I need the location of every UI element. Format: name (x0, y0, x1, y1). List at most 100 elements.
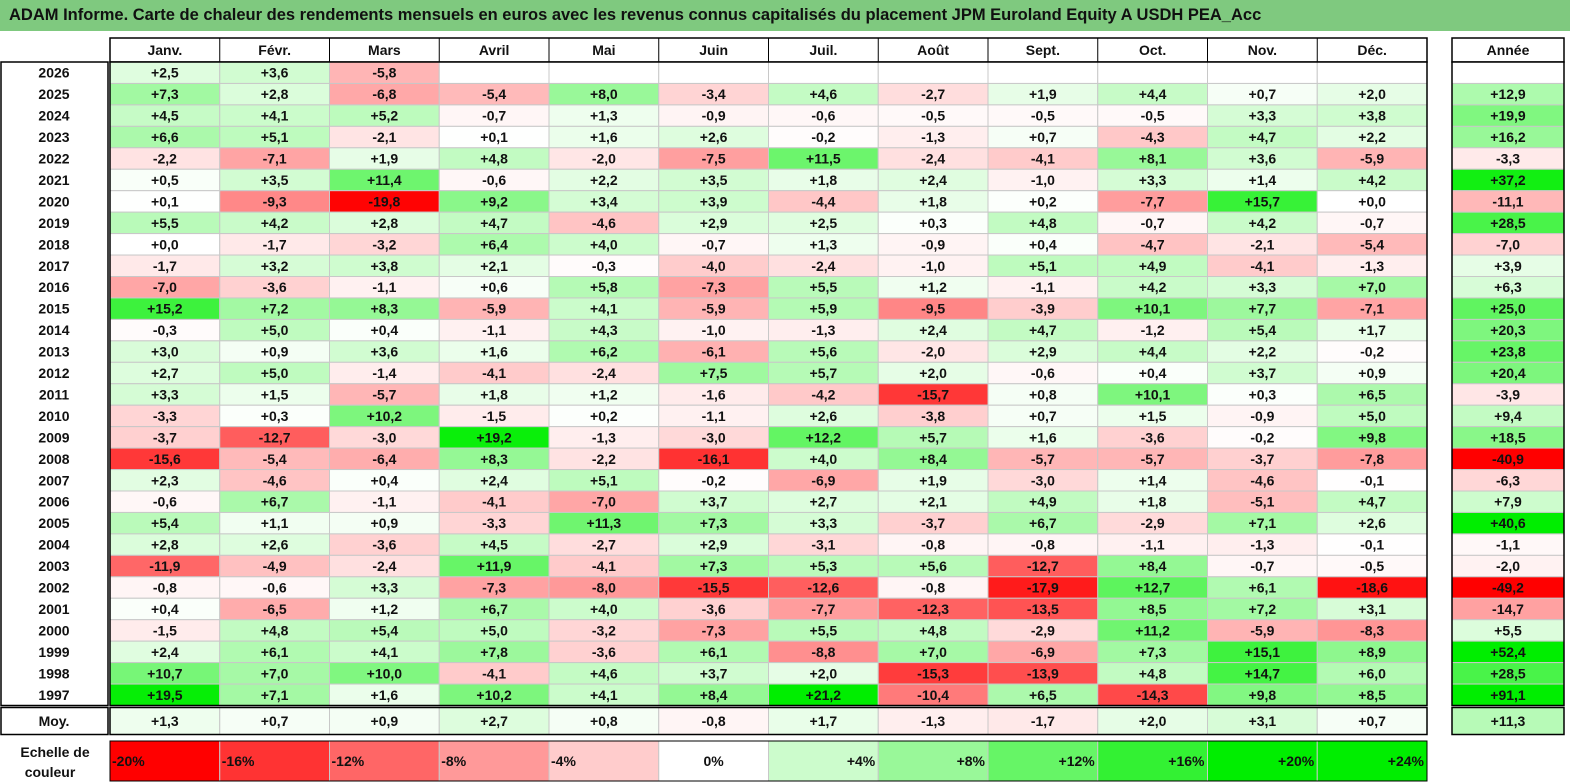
heat-cell-value: +5,5 (810, 622, 838, 638)
row-year-label: 1999 (38, 644, 69, 660)
average-cell-value: +0,8 (590, 713, 618, 729)
heat-cell-value: -0,6 (1031, 365, 1055, 381)
heat-cell-value: -13,9 (1027, 665, 1059, 681)
heat-cell-value: +7,3 (700, 558, 728, 574)
scale-label-line1: Echelle de (20, 744, 89, 760)
average-cell-value: -1,7 (1031, 713, 1055, 729)
heat-cell-value: +4,4 (1139, 344, 1167, 360)
heat-cell-value: -1,7 (263, 236, 287, 252)
heat-cell-value: +7,0 (1358, 279, 1386, 295)
row-year-label: 2013 (38, 344, 69, 360)
table-row: 2015 +15,2 +7,2 +8,3 -5,9 +4,1 -5,9 +5,9 -9,5 -3,… (38, 297, 1565, 320)
heat-cell-value: +3,3 (1139, 172, 1167, 188)
heat-cell-value: -0,5 (1031, 108, 1055, 124)
heat-cell-value: -1,1 (702, 408, 726, 424)
heat-cell-value: +2,4 (480, 472, 508, 488)
heat-cell-value: +2,7 (810, 494, 838, 510)
heat-cell-value: +4,9 (1139, 258, 1167, 274)
heat-cell-value: +14,7 (1245, 665, 1281, 681)
heat-cell-value: -3,6 (263, 279, 287, 295)
heat-cell-value: -3,6 (592, 644, 616, 660)
scale-label: +12% (1059, 753, 1096, 769)
heat-cell-value: -5,9 (702, 301, 726, 317)
heat-cell-value: -0,5 (1141, 108, 1165, 124)
heat-cell-value: -15,5 (698, 580, 730, 596)
heat-cell-value: +3,9 (700, 193, 728, 209)
heat-cell-value: -7,3 (702, 622, 726, 638)
heat-cell-value: +1,3 (590, 108, 618, 124)
heat-cell-value: +0,7 (1029, 129, 1057, 145)
table-row: 2014 -0,3 +5,0 +0,4 -1,1 +4,3 -1,0 -1,3 +2,4 +4,7… (38, 318, 1565, 342)
table-row: 1999 +2,4 +6,1 +4,1 +7,8 -3,6 +6,1 -8,8 +7,0 -6,9… (38, 640, 1565, 664)
heat-cell-value: -0,2 (1250, 429, 1274, 445)
year-total-value: +19,9 (1490, 108, 1526, 124)
heat-cell-value: +1,2 (590, 386, 618, 402)
heat-cell-value: +0,3 (261, 408, 289, 424)
heat-cell-value: +4,2 (261, 215, 289, 231)
heat-cell-value: +1,3 (810, 236, 838, 252)
heat-cell-value: +7,3 (700, 515, 728, 531)
scale-swatch (548, 740, 660, 782)
heat-cell-value: +1,6 (590, 129, 618, 145)
heat-cell-value: +1,5 (261, 386, 289, 402)
scale-swatch (109, 740, 221, 782)
heat-cell-value: -7,7 (811, 601, 835, 617)
heat-cell-value: -0,6 (263, 580, 287, 596)
heat-cell-value: +1,6 (371, 687, 399, 703)
heat-cell-value: +1,8 (1139, 494, 1167, 510)
row-year-label: 2021 (38, 172, 69, 188)
color-scale-legend: Echelle de couleur -20% -16% -12% -8% -4% 0% +4%… (20, 740, 1428, 782)
heat-cell-value: +0,5 (151, 172, 179, 188)
row-year-label: 2014 (38, 322, 69, 338)
heat-cell-value: -0,7 (1360, 215, 1384, 231)
heat-cell-value: -12,7 (259, 429, 291, 445)
heat-cell-value: +8,4 (1139, 558, 1167, 574)
year-total-value: -11,1 (1492, 193, 1523, 209)
heat-cell-value: -7,3 (702, 279, 726, 295)
heat-cell-value: -6,4 (372, 451, 396, 467)
table-row: 2011 +3,3 +1,5 -5,7 +1,8 +1,2 -1,6 -4,2 -15,7 +0,… (39, 383, 1565, 406)
year-label-frame (0, 61, 109, 707)
heat-cell-value: -5,4 (482, 86, 506, 102)
heat-cell-value: -2,0 (921, 344, 945, 360)
heat-cell-value: -0,1 (1360, 537, 1384, 553)
heat-cell-value: +4,1 (590, 687, 618, 703)
table-row: 2018 +0,0 -1,7 -3,2 +6,4 +4,0 -0,7 +1,3 -0,9 +0,4… (38, 233, 1565, 256)
heat-cell-value: -0,9 (1250, 408, 1274, 424)
heat-cell-value: -3,6 (702, 601, 726, 617)
heat-cell-value: -15,6 (149, 451, 181, 467)
heat-cell-value: +3,6 (371, 344, 399, 360)
heat-cell-value: +4,6 (590, 665, 618, 681)
table-row: 2012 +2,7 +5,0 -1,4 -4,1 -2,4 +7,5 +5,7 +2,0 -0,6… (38, 361, 1565, 385)
heat-cell-value: -0,8 (1031, 537, 1055, 553)
row-year-label: 2001 (38, 601, 69, 617)
heat-cell (1316, 61, 1428, 84)
heat-cell-value: +5,1 (261, 129, 289, 145)
heat-cell-value: -3,7 (921, 515, 945, 531)
heat-cell-value: -4,4 (811, 193, 835, 209)
heat-cell-value: +4,4 (1139, 86, 1167, 102)
table-row: 2026 +2,5 +3,6 -5,8 (38, 61, 1565, 84)
heat-cell-value: +0,4 (371, 322, 399, 338)
year-total-header: Année (1487, 42, 1530, 58)
heat-cell-value: -3,3 (153, 408, 177, 424)
heat-cell-value: +5,7 (810, 365, 838, 381)
table-row: 2009 -3,7 -12,7 -3,0 +19,2 -1,3 -3,0 +12,2 +5,7 +… (38, 426, 1565, 449)
year-total-cell (1451, 61, 1565, 84)
heat-cell-value: +4,0 (590, 236, 618, 252)
table-row: 2003 -11,9 -4,9 -2,4 +11,9 -4,1 +7,3 +5,3 +5,6 -1… (38, 554, 1565, 578)
year-total-value: +5,5 (1494, 622, 1522, 638)
table-row: 1997 +19,5 +7,1 +1,6 +10,2 +4,1 +8,4 +21,2 -10,4… (38, 683, 1565, 706)
heat-cell-value: +1,5 (1139, 408, 1167, 424)
year-header-frame (1451, 37, 1565, 63)
heat-cell-value: +3,7 (1249, 365, 1277, 381)
heat-cell-value: -1,1 (372, 279, 396, 295)
year-total-value: +16,2 (1490, 129, 1526, 145)
heat-cell-value: +8,3 (371, 301, 399, 317)
heat-cell-value: -2,4 (592, 365, 616, 381)
heat-cell-value: +5,5 (151, 215, 179, 231)
row-year-label: 2002 (38, 580, 69, 596)
heat-cell-value: -2,1 (372, 129, 396, 145)
heat-cell-value: +1,6 (1029, 429, 1057, 445)
heat-cell-value: -1,6 (702, 386, 726, 402)
